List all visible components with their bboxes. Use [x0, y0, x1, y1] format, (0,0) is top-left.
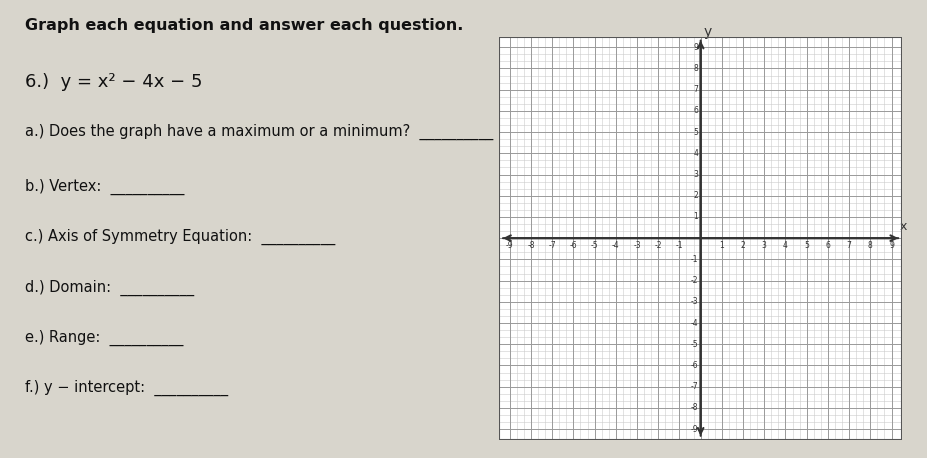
- Text: b.) Vertex:  __________: b.) Vertex: __________: [25, 179, 184, 195]
- Text: 6.)  y = x² − 4x − 5: 6.) y = x² − 4x − 5: [25, 73, 202, 91]
- Text: y: y: [703, 25, 711, 39]
- Text: 7: 7: [845, 241, 851, 251]
- Text: 6: 6: [692, 106, 697, 115]
- Text: 5: 5: [804, 241, 808, 251]
- Text: Graph each equation and answer each question.: Graph each equation and answer each ques…: [25, 18, 463, 33]
- Text: 2: 2: [740, 241, 744, 251]
- Text: -7: -7: [548, 241, 555, 251]
- Text: x: x: [898, 220, 906, 233]
- Text: -4: -4: [611, 241, 619, 251]
- Text: 3: 3: [692, 170, 697, 179]
- Text: 1: 1: [718, 241, 723, 251]
- Text: -8: -8: [690, 403, 697, 412]
- Text: c.) Axis of Symmetry Equation:  __________: c.) Axis of Symmetry Equation: _________…: [25, 229, 335, 245]
- Text: -3: -3: [690, 297, 697, 306]
- Text: 7: 7: [692, 85, 697, 94]
- Text: 1: 1: [692, 213, 697, 222]
- Text: -9: -9: [505, 241, 513, 251]
- Text: 8: 8: [867, 241, 871, 251]
- Text: -1: -1: [690, 255, 697, 264]
- Text: -2: -2: [654, 241, 661, 251]
- Text: -1: -1: [675, 241, 682, 251]
- Text: 9: 9: [888, 241, 893, 251]
- Text: -3: -3: [632, 241, 641, 251]
- Text: e.) Range:  __________: e.) Range: __________: [25, 330, 183, 346]
- Text: -8: -8: [527, 241, 534, 251]
- Text: 4: 4: [692, 149, 697, 158]
- Text: 4: 4: [782, 241, 787, 251]
- Text: -7: -7: [690, 382, 697, 391]
- Text: -9: -9: [690, 425, 697, 434]
- Text: 6: 6: [825, 241, 830, 251]
- Text: d.) Domain:  __________: d.) Domain: __________: [25, 279, 194, 295]
- Text: -5: -5: [690, 340, 697, 349]
- Text: -6: -6: [569, 241, 577, 251]
- Text: -2: -2: [690, 276, 697, 285]
- Text: 5: 5: [692, 128, 697, 136]
- Text: 8: 8: [692, 64, 697, 73]
- Text: 9: 9: [692, 43, 697, 52]
- Text: f.) y − intercept:  __________: f.) y − intercept: __________: [25, 380, 228, 396]
- Text: a.) Does the graph have a maximum or a minimum?  __________: a.) Does the graph have a maximum or a m…: [25, 124, 492, 140]
- Text: -6: -6: [690, 361, 697, 370]
- Text: -4: -4: [690, 318, 697, 327]
- Text: -5: -5: [590, 241, 598, 251]
- Text: 2: 2: [692, 191, 697, 200]
- Text: 3: 3: [761, 241, 766, 251]
